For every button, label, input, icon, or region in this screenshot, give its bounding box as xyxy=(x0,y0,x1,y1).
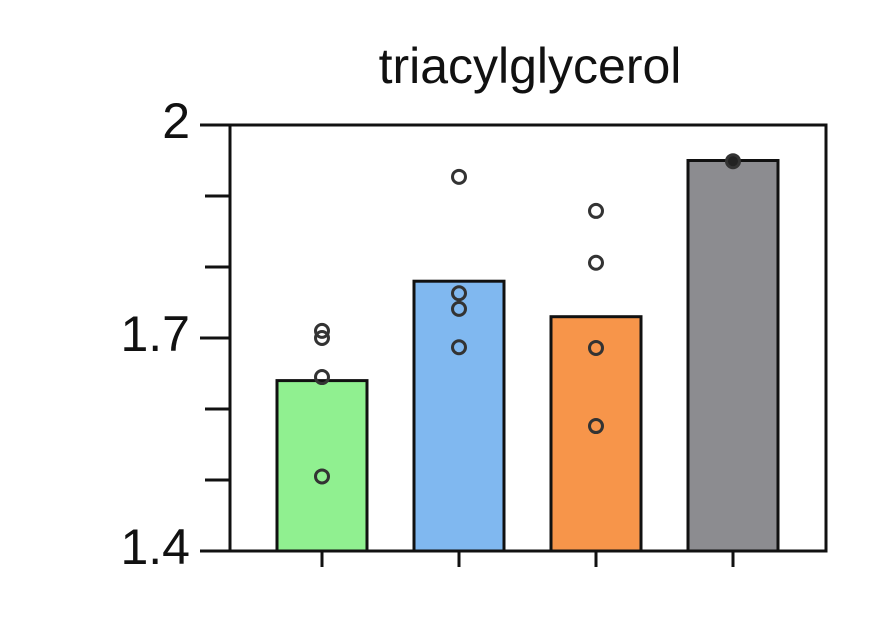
data-point xyxy=(725,153,741,170)
data-point xyxy=(314,330,330,346)
data-point xyxy=(314,369,330,386)
y-tick-label: 2 xyxy=(162,93,190,149)
data-point xyxy=(451,300,467,317)
data-point xyxy=(588,418,604,435)
data-point xyxy=(451,285,467,302)
bar xyxy=(686,159,780,553)
data-point xyxy=(314,468,330,485)
data-point xyxy=(314,322,330,339)
data-point xyxy=(588,339,604,356)
data-point xyxy=(451,339,467,356)
data-point xyxy=(588,202,604,219)
data-point xyxy=(588,254,604,271)
y-tick-label: 1.4 xyxy=(120,519,190,575)
bar xyxy=(412,279,506,553)
y-tick-label: 1.7 xyxy=(120,306,190,362)
bar xyxy=(275,379,369,553)
data-point xyxy=(451,168,467,185)
chart-title: triacylglycerol xyxy=(379,38,682,94)
plot-frame xyxy=(228,123,828,553)
